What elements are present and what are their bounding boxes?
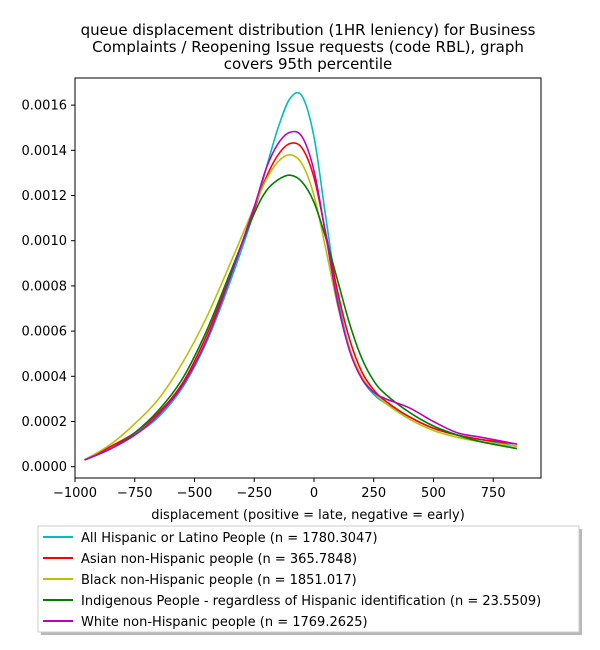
x-tick-label: −750 <box>117 486 153 501</box>
x-axis-ticks: −1000 −750 −500 −250 0 250 500 750 <box>53 478 506 501</box>
chart-title-line-1: queue displacement distribution (1HR len… <box>81 21 536 39</box>
x-tick-label: −1000 <box>53 486 97 501</box>
y-tick-label: 0.0014 <box>22 144 68 159</box>
series-line-4 <box>84 174 518 461</box>
x-tick-label: 250 <box>361 486 386 501</box>
y-axis-ticks: 0.0000 0.0002 0.0004 0.0006 0.0008 0.0010 0.00… <box>22 99 75 475</box>
y-tick-label: 0.0012 <box>22 189 68 204</box>
legend: All Hispanic or Latino People (n = 1780.… <box>37 525 582 635</box>
series-line-5 <box>84 130 518 461</box>
y-tick-label: 0.0004 <box>22 370 68 385</box>
x-tick-label: 500 <box>421 486 446 501</box>
y-tick-label: 0.0010 <box>22 234 68 249</box>
y-tick-label: 0.0002 <box>22 415 68 430</box>
series-lines <box>84 91 518 461</box>
legend-label: All Hispanic or Latino People (n = 1780.… <box>81 531 378 546</box>
x-tick-label: −500 <box>177 486 213 501</box>
chart-title-line-3: covers 95th percentile <box>224 55 393 73</box>
x-tick-label: 750 <box>481 486 506 501</box>
legend-entries: All Hispanic or Latino People (n = 1780.… <box>43 531 541 630</box>
y-tick-label: 0.0006 <box>22 325 68 340</box>
series-line-3 <box>84 154 518 461</box>
plot-frame <box>74 77 542 479</box>
y-tick-label: 0.0016 <box>22 99 68 114</box>
legend-label: Asian non-Hispanic people (n = 365.7848) <box>81 552 357 567</box>
y-tick-label: 0.0000 <box>22 460 68 475</box>
legend-box <box>37 525 580 633</box>
series-line-2 <box>84 142 518 461</box>
x-tick-label: 0 <box>310 486 318 501</box>
legend-label: Black non-Hispanic people (n = 1851.017) <box>81 573 357 588</box>
legend-label: White non-Hispanic people (n = 1769.2625… <box>81 615 368 630</box>
y-tick-label: 0.0008 <box>22 279 68 294</box>
chart-title: queue displacement distribution (1HR len… <box>81 21 536 73</box>
chart-title-line-2: Complaints / Reopening Issue requests (c… <box>92 38 524 56</box>
legend-label: Indigenous People - regardless of Hispan… <box>81 594 541 609</box>
x-tick-label: −250 <box>236 486 272 501</box>
x-axis-label: displacement (positive = late, negative … <box>151 508 465 523</box>
